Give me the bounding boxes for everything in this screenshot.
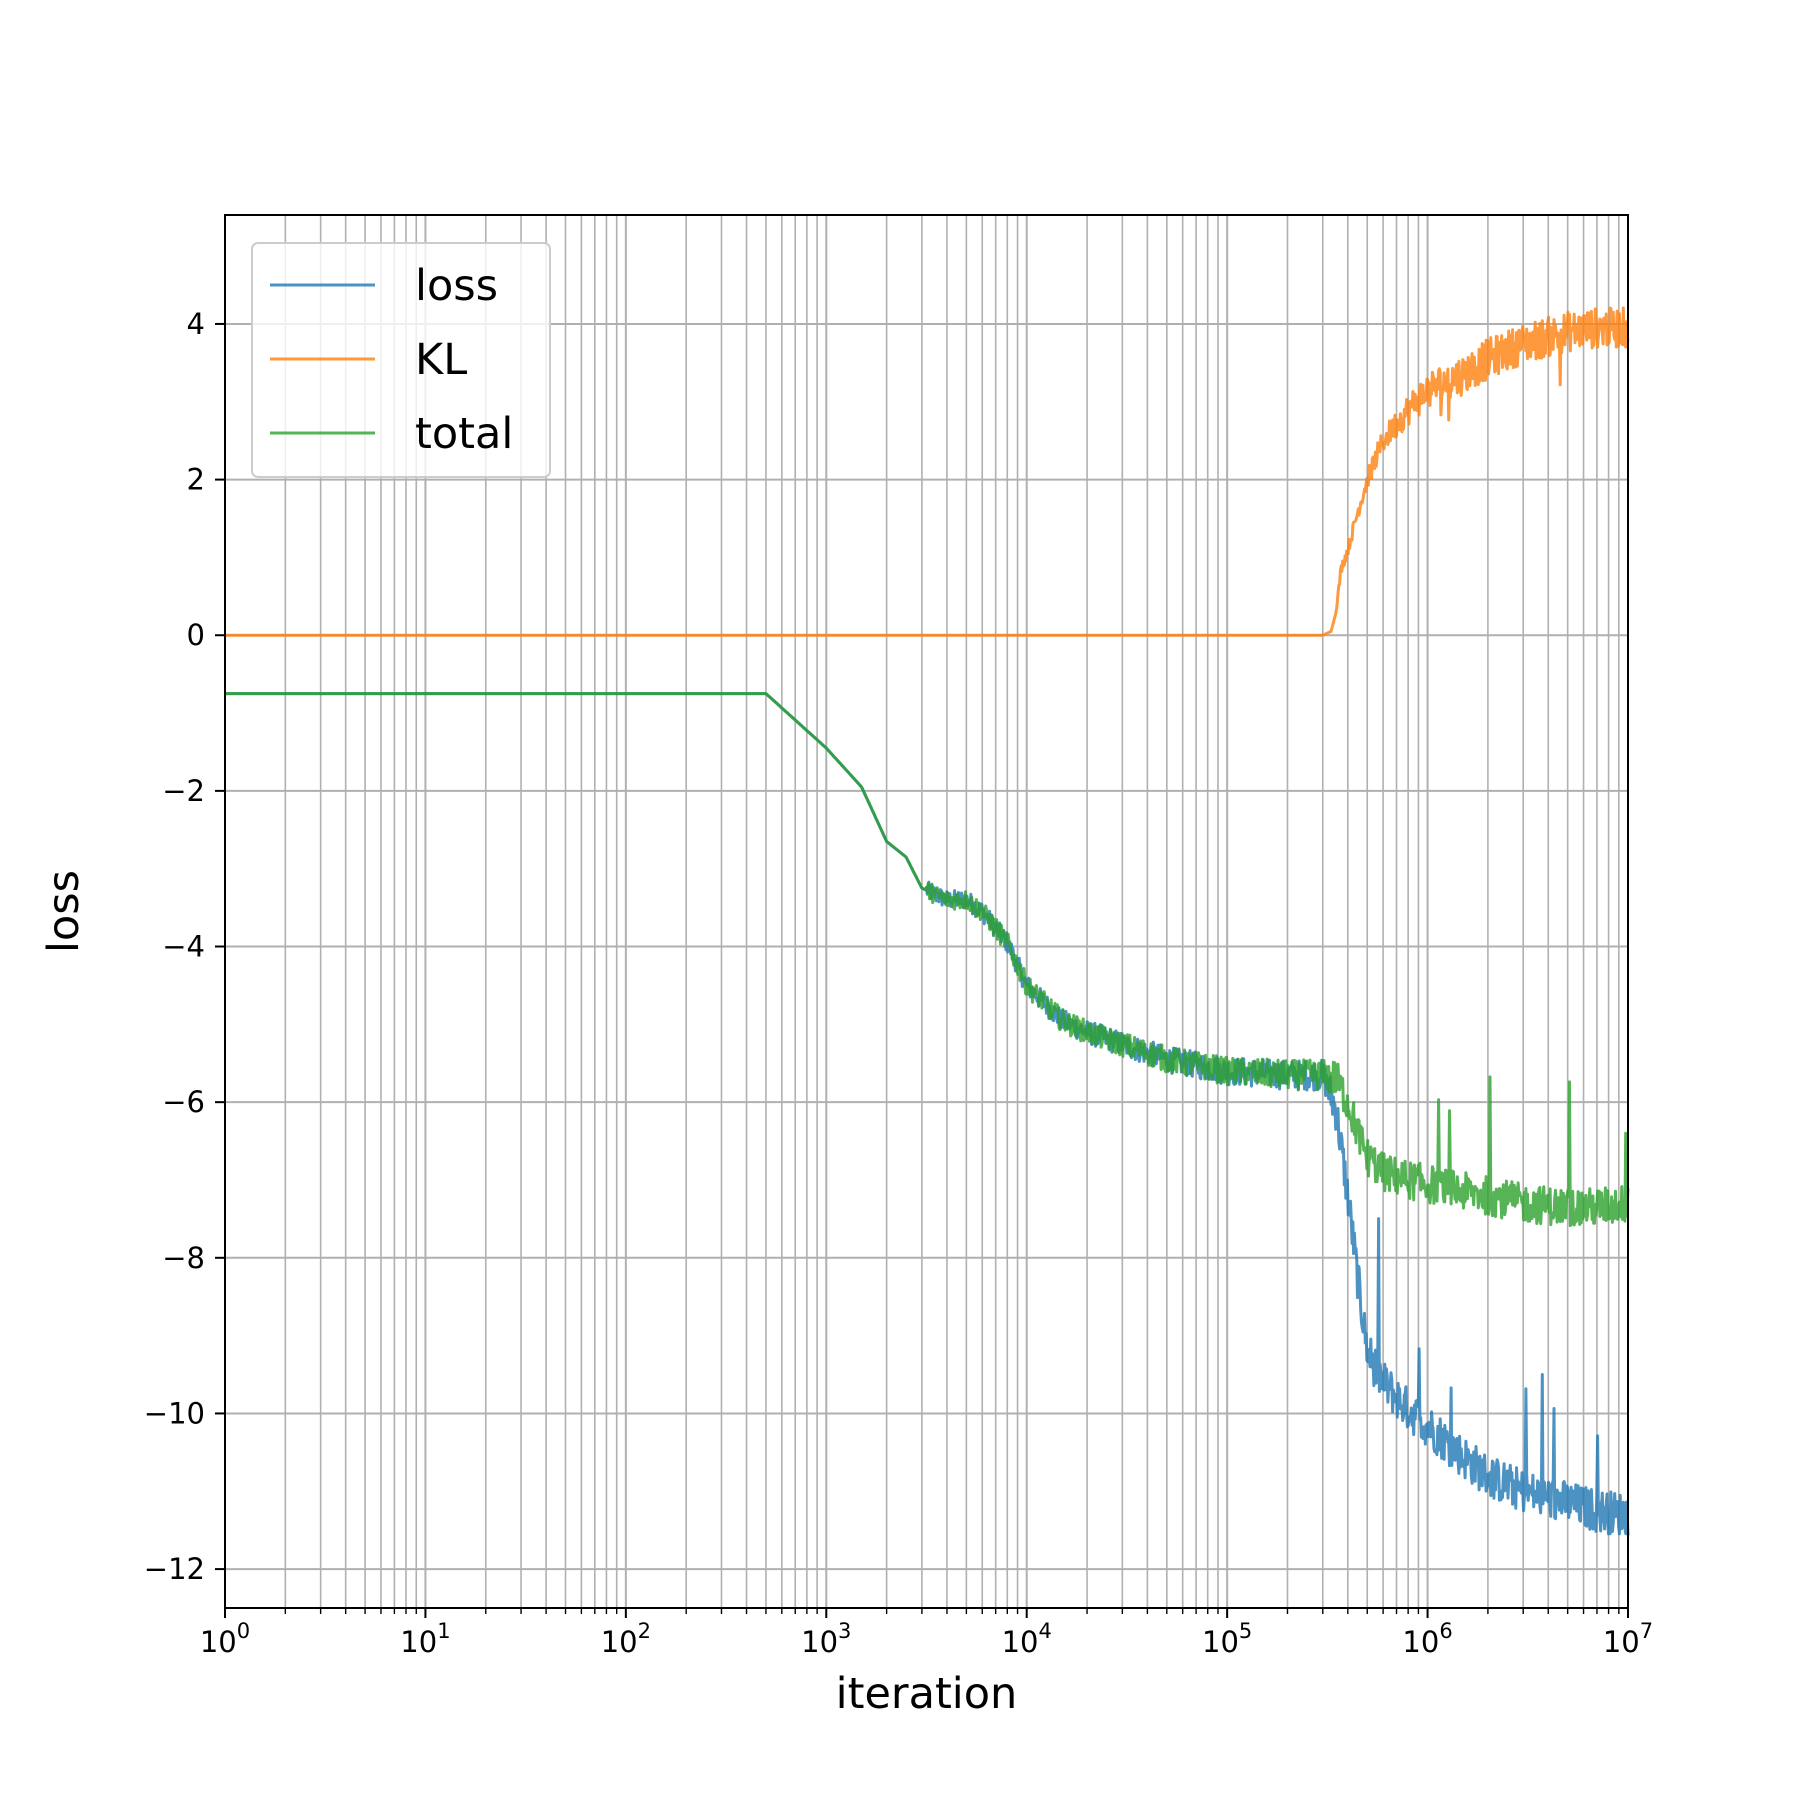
series-layer bbox=[224, 306, 1630, 1536]
plot-frame bbox=[224, 214, 1629, 1609]
x-tick-label: 100 bbox=[200, 1619, 250, 1659]
x-tick-label: 102 bbox=[601, 1619, 651, 1659]
y-tick-label: 4 bbox=[187, 307, 205, 341]
x-tick-label: 103 bbox=[801, 1619, 851, 1659]
x-tick-label: 107 bbox=[1603, 1619, 1653, 1659]
y-tick-label: 2 bbox=[187, 463, 205, 497]
legend-label-loss: loss bbox=[415, 261, 498, 311]
series-line-total bbox=[224, 692, 1630, 1228]
x-tick-label: 105 bbox=[1202, 1619, 1252, 1659]
y-axis: 4 2 0 −2 −4 −6 −8 −10 −12 bbox=[144, 307, 225, 1586]
series-line-kl bbox=[224, 306, 1630, 637]
y-tick-label: −12 bbox=[144, 1552, 205, 1586]
series-line-loss bbox=[224, 692, 1630, 1536]
legend-box bbox=[251, 242, 551, 478]
legend: loss KL total bbox=[251, 242, 551, 478]
y-tick-label: −8 bbox=[162, 1241, 205, 1275]
y-tick-label: −2 bbox=[162, 774, 205, 808]
legend-label-total: total bbox=[415, 409, 513, 459]
legend-label-kl: KL bbox=[415, 335, 467, 385]
x-tick-label: 104 bbox=[1002, 1619, 1052, 1659]
x-axis: 100 101 102 103 104 105 106 107 bbox=[200, 1608, 1653, 1659]
x-tick-label: 106 bbox=[1402, 1619, 1452, 1659]
x-axis-label: iteration bbox=[836, 1669, 1018, 1719]
y-axis-label: loss bbox=[39, 870, 89, 953]
y-tick-label: 0 bbox=[187, 618, 205, 652]
y-tick-label: −4 bbox=[162, 930, 205, 964]
y-tick-label: −10 bbox=[144, 1396, 205, 1430]
x-tick-label: 101 bbox=[400, 1619, 450, 1659]
y-tick-label: −6 bbox=[162, 1085, 205, 1119]
